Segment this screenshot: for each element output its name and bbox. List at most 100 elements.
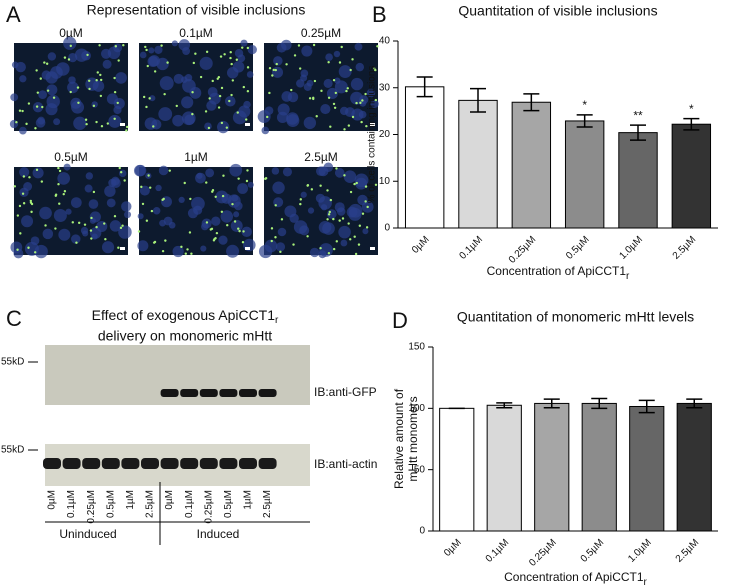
- inclusion: [359, 101, 362, 105]
- inclusion: [221, 194, 225, 198]
- inclusion: [27, 102, 31, 105]
- inclusion: [18, 109, 22, 112]
- nucleus: [243, 100, 251, 109]
- inclusion: [376, 45, 379, 48]
- inclusion: [274, 204, 277, 207]
- inclusion: [121, 224, 124, 227]
- nucleus: [233, 201, 243, 211]
- nucleus: [184, 74, 193, 82]
- inclusion: [343, 128, 346, 131]
- inclusion: [137, 230, 141, 233]
- nucleus: [264, 239, 278, 253]
- panel-title: delivery on monomeric mHtt: [98, 328, 272, 344]
- nucleus: [19, 167, 30, 178]
- inclusion: [360, 120, 363, 124]
- inclusion: [166, 61, 169, 64]
- inclusion: [351, 58, 354, 61]
- bar: [511, 101, 552, 229]
- nucleus: [286, 114, 300, 128]
- nucleus: [30, 236, 40, 246]
- nucleus: [46, 84, 58, 96]
- inclusion: [144, 45, 147, 49]
- x-tick-label: 0µM: [442, 537, 464, 559]
- nucleus: [163, 216, 173, 226]
- nucleus: [56, 62, 70, 76]
- inclusion: [191, 91, 194, 94]
- x-label-text: Concentration of ApiCCT1: [504, 570, 644, 584]
- nucleus: [108, 114, 122, 128]
- nucleus: [289, 213, 299, 223]
- nucleus: [309, 247, 320, 258]
- nucleus: [205, 168, 215, 178]
- inclusion: [146, 64, 149, 68]
- inclusion: [351, 115, 355, 119]
- band: [160, 389, 179, 397]
- band: [82, 458, 101, 469]
- inclusion: [246, 66, 250, 69]
- y-axis-label: Relative amount of: [392, 388, 406, 489]
- nucleus: [63, 36, 77, 50]
- band: [101, 458, 120, 469]
- inclusion: [349, 238, 352, 241]
- band: [141, 458, 159, 469]
- inclusion: [62, 192, 65, 196]
- x-tick-label: 1.0µM: [626, 537, 654, 565]
- inclusion: [214, 237, 217, 240]
- x-tick-label: 0.5µM: [564, 234, 592, 262]
- x-axis-label: Concentration of ApiCCT1r: [504, 570, 647, 587]
- inclusion: [222, 174, 225, 177]
- nucleus: [161, 196, 172, 208]
- inclusion: [117, 59, 120, 62]
- inclusion: [205, 221, 209, 224]
- inclusion: [90, 237, 93, 240]
- nucleus: [338, 225, 351, 239]
- inclusion: [312, 43, 316, 47]
- nucleus: [92, 80, 105, 92]
- nucleus: [113, 105, 122, 115]
- inclusion: [86, 53, 89, 57]
- band: [43, 458, 61, 469]
- nucleus: [191, 196, 205, 211]
- inclusion: [140, 185, 143, 189]
- inclusion: [211, 190, 214, 193]
- panel-letter: B: [372, 2, 387, 27]
- nucleus: [281, 91, 293, 102]
- image-label: 0.1µM: [179, 26, 213, 40]
- inclusion: [152, 125, 155, 128]
- inclusion: [125, 129, 128, 132]
- nucleus: [39, 206, 52, 220]
- band: [258, 458, 277, 469]
- inclusion: [40, 180, 44, 183]
- y-tick-label: 40: [379, 36, 391, 47]
- inclusion: [361, 212, 365, 215]
- inclusion: [235, 58, 239, 61]
- nucleus: [46, 94, 60, 109]
- inclusion: [188, 231, 192, 234]
- nucleus: [73, 116, 87, 130]
- inclusion: [88, 87, 91, 91]
- nucleus: [80, 226, 89, 235]
- inclusion: [41, 105, 44, 109]
- lane-label: 0.1µM: [184, 490, 195, 518]
- nucleus: [137, 240, 149, 252]
- bar: [439, 407, 475, 532]
- nucleus: [218, 235, 228, 245]
- nucleus: [230, 219, 243, 232]
- inclusion: [315, 115, 318, 118]
- title-text: Effect of exogenous ApiCCT1: [92, 307, 276, 323]
- nucleus: [247, 44, 257, 55]
- nucleus: [333, 50, 341, 58]
- error-bar: [496, 402, 513, 409]
- nucleus: [303, 116, 317, 130]
- nucleus: [134, 164, 147, 177]
- inclusion: [57, 166, 60, 170]
- lane-label: 0.25µM: [203, 490, 214, 524]
- inclusion: [114, 45, 118, 48]
- inclusion: [292, 243, 295, 246]
- nucleus: [10, 93, 19, 102]
- nucleus: [282, 167, 293, 177]
- lane-label: 0.5µM: [105, 490, 116, 518]
- inclusion: [349, 68, 352, 72]
- band: [199, 389, 218, 397]
- nucleus: [318, 250, 327, 259]
